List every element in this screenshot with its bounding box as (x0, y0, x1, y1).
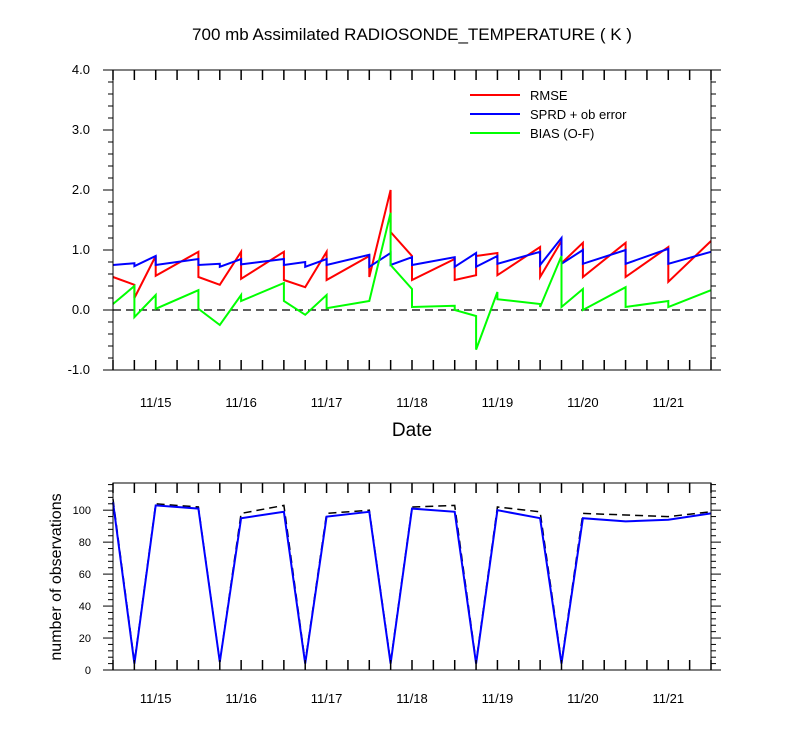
y-tick-label: 20 (79, 633, 91, 645)
legend-label: SPRD + ob error (530, 107, 627, 122)
x-tick-label: 11/21 (652, 395, 684, 410)
x-tick-label: 11/20 (567, 395, 599, 410)
bottom-plot-frame (112, 482, 712, 671)
x-tick-label: 11/17 (311, 691, 343, 706)
x-tick-label: 11/16 (225, 691, 257, 706)
x-tick-label: 11/18 (396, 395, 428, 410)
x-tick-label: 11/18 (396, 691, 428, 706)
top-chart-svg: 700 mb Assimilated RADIOSONDE_TEMPERATUR… (68, 25, 721, 440)
x-tick-label: 11/15 (140, 691, 172, 706)
y-tick-label: 3.0 (72, 122, 90, 137)
x-tick-label: 11/17 (311, 395, 343, 410)
legend-label: RMSE (530, 88, 568, 103)
series-line-series-0 (112, 498, 712, 663)
legend-label: BIAS (O-F) (530, 126, 594, 141)
x-tick-label: 11/19 (482, 691, 514, 706)
y-tick-label: 4.0 (72, 62, 90, 77)
y-tick-label: -1.0 (68, 362, 90, 377)
x-tick-label: 11/19 (482, 395, 514, 410)
top-tick-layer: 11/15 11/16 11/17 11/18 11/19 11/20 11/21 -1.0 0… (68, 62, 721, 410)
x-tick-label: 11/20 (567, 691, 599, 706)
y-axis-title: number of observations (48, 493, 65, 660)
bottom-tick-layer: 11/15 11/16 11/17 11/18 11/19 11/20 11/21 0 20 40… (73, 483, 721, 706)
series-line-rmse (112, 189, 712, 299)
x-tick-label: 11/15 (140, 395, 172, 410)
x-tick-label: 11/21 (652, 691, 684, 706)
x-tick-label: 11/16 (225, 395, 257, 410)
series-line-bias-o-f (112, 212, 712, 350)
top-series-layer (112, 189, 712, 350)
y-tick-label: 40 (79, 601, 91, 613)
series-line-sprd-ob-error (112, 235, 712, 269)
chart-title: 700 mb Assimilated RADIOSONDE_TEMPERATUR… (192, 25, 632, 44)
x-axis-title: Date (392, 420, 432, 440)
y-tick-label: 80 (79, 537, 91, 549)
y-tick-label: 100 (73, 505, 91, 517)
y-tick-label: 2.0 (72, 182, 90, 197)
top-plot-frame (112, 69, 712, 371)
y-tick-label: 60 (79, 569, 91, 581)
y-tick-label: 0 (85, 665, 91, 677)
bottom-series-layer (112, 498, 712, 664)
y-tick-label: 1.0 (72, 242, 90, 257)
legend: RMSE SPRD + ob error BIAS (O-F) (470, 88, 627, 141)
series-line-series-1 (112, 502, 712, 664)
y-tick-label: 0.0 (72, 302, 90, 317)
